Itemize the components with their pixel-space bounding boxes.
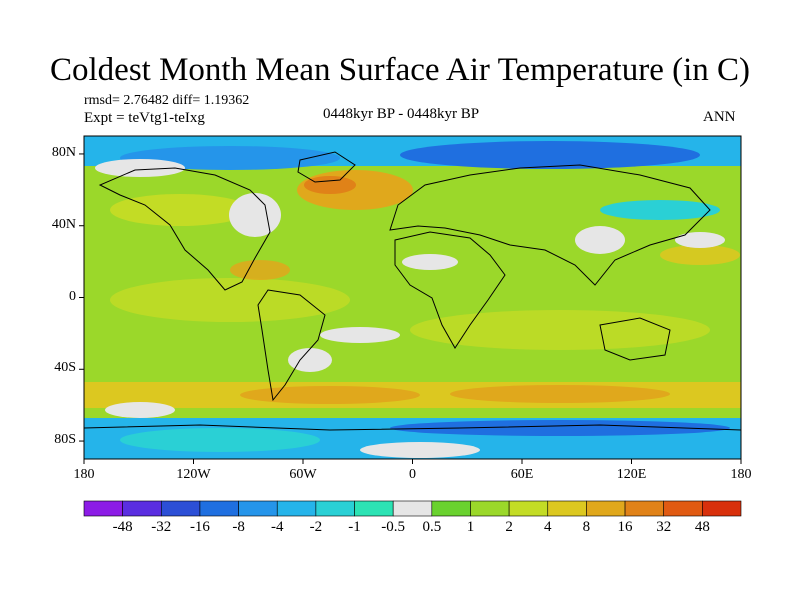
colorbar-label: 16	[617, 519, 633, 535]
colorbar	[83, 500, 742, 517]
colorbar-swatch	[354, 500, 394, 517]
x-tick-label: 0	[409, 467, 416, 482]
colorbar-swatch	[663, 500, 703, 517]
colorbar-swatch	[276, 500, 317, 517]
colorbar-label: 8	[582, 519, 591, 535]
axis-ticks	[79, 153, 742, 464]
neutral-patch	[288, 348, 332, 372]
neutral-patch	[320, 327, 400, 343]
colorbar-label: 2	[505, 519, 513, 535]
colorbar-swatch	[547, 500, 587, 517]
colorbar-label: -4	[270, 519, 284, 535]
colorbar-swatch	[702, 500, 742, 517]
colorbar-label: 32	[656, 519, 672, 535]
siberian-cold	[400, 141, 700, 169]
colorbar-label: -8	[232, 519, 245, 535]
experiment-label: Expt = teVtg1-teIxg	[84, 110, 205, 126]
warm-patch	[230, 260, 290, 280]
antarctic-cold	[120, 428, 320, 452]
x-tick-label: 60E	[510, 467, 534, 482]
neutral-patch	[229, 193, 281, 237]
tropical-band	[110, 278, 350, 322]
x-tick-label: 120W	[176, 467, 211, 482]
colorbar-label: -0.5	[381, 519, 406, 535]
colorbar-swatch	[508, 500, 549, 517]
colorbar-label: -48	[112, 519, 133, 535]
colorbar-label: -16	[189, 519, 210, 535]
coastlines	[84, 151, 741, 431]
colorbar-swatch	[199, 500, 239, 517]
colorbar-label: -32	[151, 519, 172, 535]
southern-warm	[240, 386, 420, 404]
y-tick-label: 40S	[54, 360, 76, 376]
colorbar-swatch	[624, 500, 665, 517]
x-tick-label: 120E	[616, 467, 647, 482]
neutral-patch	[402, 254, 458, 270]
x-tick-label: 180	[73, 467, 95, 482]
tropical-band	[410, 310, 710, 350]
colorbar-label: 4	[544, 519, 552, 535]
period-label: 0448kyr BP - 0448kyr BP	[323, 106, 480, 122]
y-tick-label: 80N	[51, 144, 76, 160]
neutral-patch	[105, 402, 175, 418]
stats-label: rmsd= 2.76482 diff= 1.19362	[84, 93, 250, 108]
eurasia-coast	[389, 164, 711, 286]
neutral-patch	[675, 232, 725, 248]
africa-coast	[394, 231, 506, 349]
colorbar-swatch	[586, 500, 626, 517]
colorbar-swatch	[160, 500, 201, 517]
temperature-field	[84, 136, 741, 459]
x-tick-label: 180	[730, 467, 752, 482]
colorbar-label: 48	[694, 519, 710, 535]
chart-title: Coldest Month Mean Surface Air Temperatu…	[50, 52, 750, 88]
subtropical-patch	[110, 194, 250, 226]
colorbar-label: -1	[348, 519, 361, 535]
colorbar-label: 1	[466, 519, 475, 535]
australia-coast	[599, 317, 671, 361]
neutral-patch	[575, 226, 625, 254]
colorbar-swatch	[392, 500, 433, 517]
season-label: ANN	[703, 109, 736, 125]
neutral-patch	[95, 159, 185, 177]
antarctic-cold	[390, 420, 730, 436]
colorbar-label: -2	[309, 519, 323, 535]
southern-warm	[450, 385, 670, 403]
antarctica-coast	[84, 424, 741, 431]
greenland-coast	[297, 151, 356, 183]
warm-patch	[660, 245, 740, 265]
colorbar-swatch	[83, 500, 123, 517]
colorbar-label: 0.5	[422, 519, 442, 535]
south-america-coast	[257, 289, 326, 402]
y-tick-label: 0	[69, 288, 76, 304]
x-tick-label: 60W	[289, 467, 317, 482]
cold-patch	[600, 200, 720, 220]
y-tick-label: 80S	[54, 432, 76, 448]
colorbar-swatch	[315, 500, 355, 517]
colorbar-swatch	[470, 500, 510, 517]
north-america-coast	[98, 167, 271, 291]
neutral-patch	[360, 442, 480, 458]
colorbar-swatch	[238, 500, 278, 517]
y-tick-label: 40N	[51, 216, 76, 232]
colorbar-swatch	[122, 500, 162, 517]
colorbar-swatch	[431, 500, 471, 517]
north-atlantic-hot	[304, 176, 356, 194]
